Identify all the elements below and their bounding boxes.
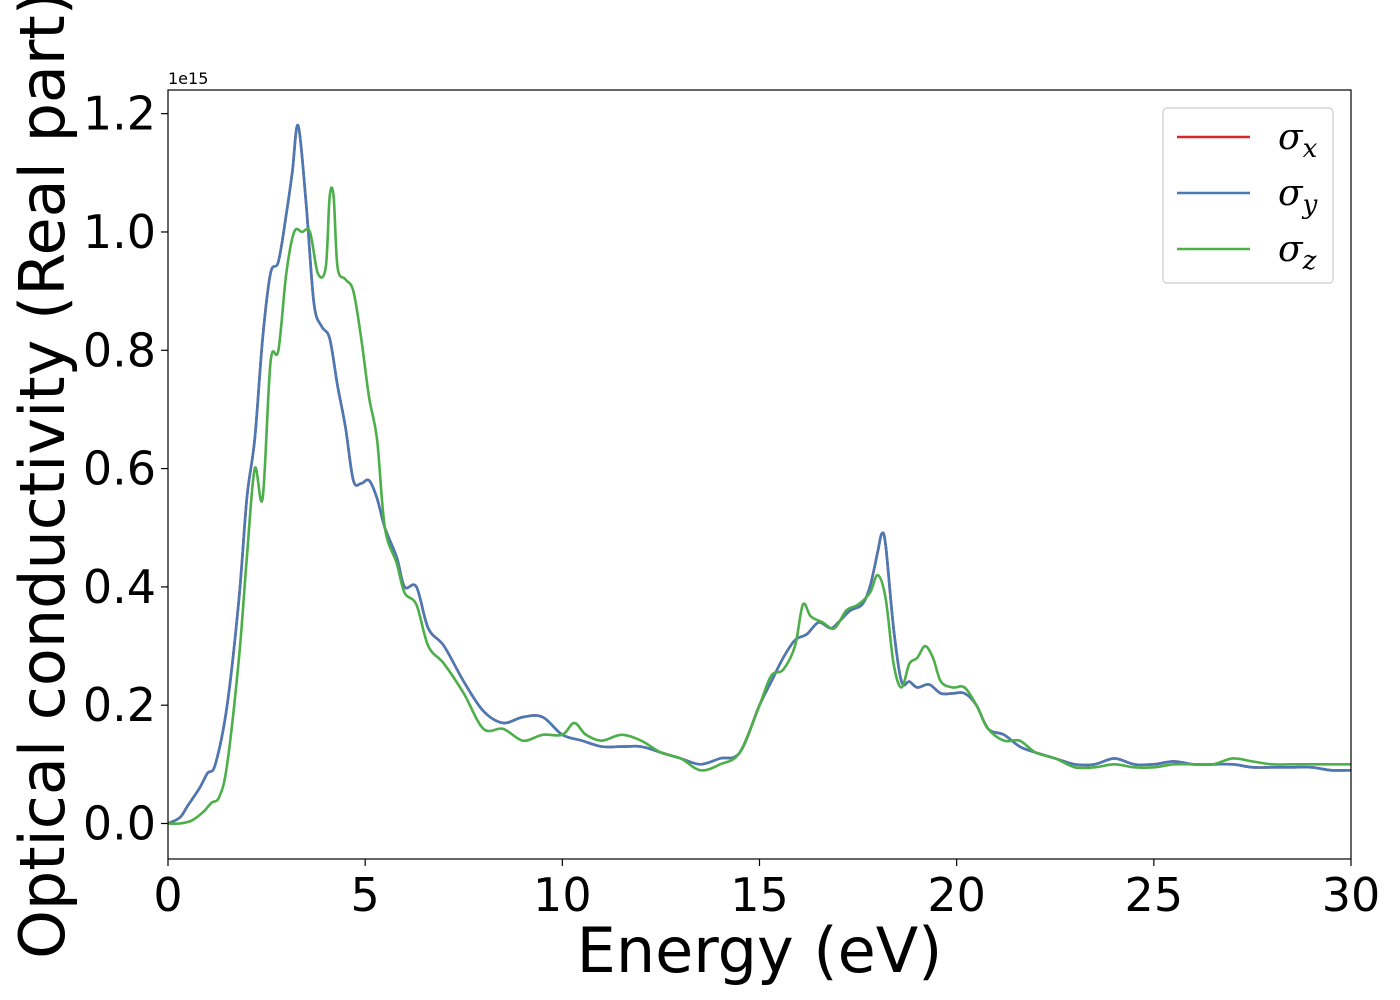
y-axis-ticks: 0.0 0.2 0.4 0.6 0.8 1.0 1.2 xyxy=(83,87,168,851)
x-axis-label: Energy (eV) xyxy=(577,914,943,987)
x-axis-ticks: 0 5 10 15 20 25 30 xyxy=(153,859,1380,922)
y-tick-label: 0.0 xyxy=(83,797,156,851)
series-line-z xyxy=(167,186,1351,826)
x-tick-label: 15 xyxy=(730,868,789,922)
plot-lines xyxy=(167,124,1352,826)
y-tick-label: 0.2 xyxy=(83,678,156,732)
x-tick-label: 25 xyxy=(1125,868,1184,922)
y-tick-label: 0.8 xyxy=(83,323,156,377)
legend-label-z: σz xyxy=(1278,229,1317,276)
y-tick-label: 1.0 xyxy=(83,205,156,259)
x-tick-label: 5 xyxy=(351,868,380,922)
y-offset-label: 1e15 xyxy=(168,69,208,88)
x-tick-label: 30 xyxy=(1322,868,1381,922)
legend-label-x: σx xyxy=(1278,117,1318,164)
y-tick-label: 0.4 xyxy=(83,560,156,614)
legend: σx σy σz xyxy=(1162,107,1334,284)
legend-box xyxy=(1162,107,1334,284)
x-tick-label: 10 xyxy=(533,868,592,922)
x-tick-label: 0 xyxy=(153,868,182,922)
y-tick-label: 0.6 xyxy=(83,442,156,496)
x-tick-label: 20 xyxy=(927,868,986,922)
y-tick-label: 1.2 xyxy=(83,87,156,141)
y-axis-label: Optical conductivity (Real part) xyxy=(6,0,79,959)
legend-label-y: σy xyxy=(1278,173,1318,220)
